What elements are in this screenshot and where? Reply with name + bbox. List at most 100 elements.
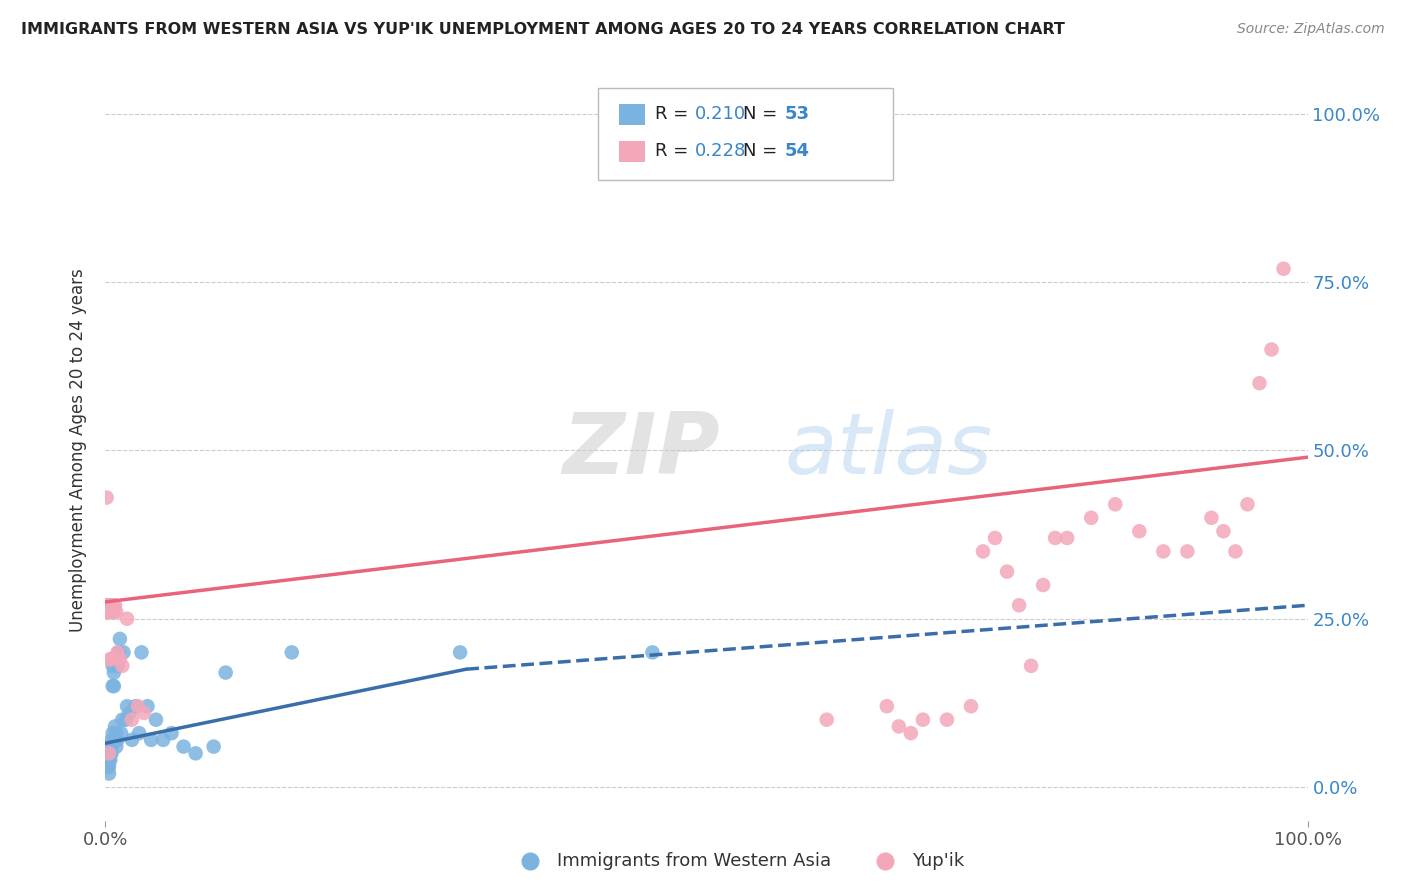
Point: [887, 719, 910, 733]
Point: [876, 699, 898, 714]
Point: [214, 665, 236, 680]
Point: [101, 599, 124, 613]
Text: N =: N =: [742, 142, 783, 160]
Point: [96, 605, 118, 619]
Text: Source: ZipAtlas.com: Source: ZipAtlas.com: [1237, 22, 1385, 37]
Point: [98, 605, 121, 619]
Point: [449, 645, 471, 659]
Point: [101, 679, 124, 693]
Point: [815, 713, 838, 727]
Point: [1032, 578, 1054, 592]
Point: [105, 726, 128, 740]
Point: [202, 739, 225, 754]
Point: [136, 699, 159, 714]
Point: [103, 605, 125, 619]
Point: [104, 719, 127, 733]
FancyBboxPatch shape: [619, 104, 645, 125]
Point: [97, 760, 120, 774]
Text: R =: R =: [655, 105, 693, 123]
Point: [98, 599, 121, 613]
Point: [107, 732, 129, 747]
Point: [118, 706, 141, 720]
Point: [1128, 524, 1150, 539]
Point: [115, 699, 138, 714]
Text: N =: N =: [742, 105, 783, 123]
Point: [98, 753, 121, 767]
Point: [112, 645, 135, 659]
Point: [995, 565, 1018, 579]
Point: [98, 760, 121, 774]
Point: [111, 658, 134, 673]
Point: [1272, 261, 1295, 276]
Text: ZIP: ZIP: [562, 409, 720, 492]
Point: [100, 747, 122, 761]
Point: [1249, 376, 1271, 391]
Point: [1152, 544, 1174, 558]
Point: [96, 599, 118, 613]
Point: [124, 699, 146, 714]
Point: [121, 732, 143, 747]
Point: [100, 605, 122, 619]
Point: [98, 747, 121, 761]
Point: [121, 713, 143, 727]
Text: atlas: atlas: [785, 409, 993, 492]
Point: [103, 679, 125, 693]
Point: [115, 612, 138, 626]
Point: [96, 747, 118, 761]
Point: [98, 599, 121, 613]
Point: [1008, 599, 1031, 613]
Point: [1236, 497, 1258, 511]
Point: [100, 652, 122, 666]
Point: [128, 726, 150, 740]
Point: [101, 658, 124, 673]
Point: [105, 739, 128, 754]
Point: [103, 599, 125, 613]
Point: [160, 726, 183, 740]
Point: [281, 645, 304, 659]
Point: [1201, 510, 1223, 524]
Point: [96, 753, 118, 767]
Point: [98, 747, 121, 761]
Point: [911, 713, 934, 727]
Text: 0.210: 0.210: [695, 105, 745, 123]
Point: [900, 726, 922, 740]
Point: [104, 599, 127, 613]
Point: [1260, 343, 1282, 357]
Point: [100, 599, 122, 613]
Point: [107, 645, 129, 659]
Point: [100, 739, 122, 754]
Point: [960, 699, 983, 714]
Point: [103, 665, 125, 680]
FancyBboxPatch shape: [619, 141, 645, 161]
Point: [173, 739, 195, 754]
Point: [641, 645, 664, 659]
Point: [105, 605, 128, 619]
Point: [98, 766, 121, 780]
Text: R =: R =: [655, 142, 693, 160]
Point: [984, 531, 1007, 545]
Point: [184, 747, 207, 761]
Point: [107, 645, 129, 659]
Legend: Immigrants from Western Asia, Yup'ik: Immigrants from Western Asia, Yup'ik: [505, 845, 972, 877]
Point: [97, 599, 120, 613]
Text: 53: 53: [785, 105, 810, 123]
Point: [1212, 524, 1234, 539]
Point: [139, 732, 162, 747]
Point: [145, 713, 167, 727]
FancyBboxPatch shape: [599, 87, 893, 180]
Text: 54: 54: [785, 142, 810, 160]
Point: [1019, 658, 1042, 673]
Point: [1080, 510, 1102, 524]
Point: [96, 760, 118, 774]
Point: [104, 732, 127, 747]
Point: [115, 713, 138, 727]
Point: [97, 753, 120, 767]
Point: [1104, 497, 1126, 511]
Point: [96, 491, 118, 505]
Point: [1056, 531, 1078, 545]
Point: [98, 747, 121, 761]
Point: [97, 739, 120, 754]
Point: [97, 605, 120, 619]
Point: [152, 732, 174, 747]
Point: [972, 544, 994, 558]
